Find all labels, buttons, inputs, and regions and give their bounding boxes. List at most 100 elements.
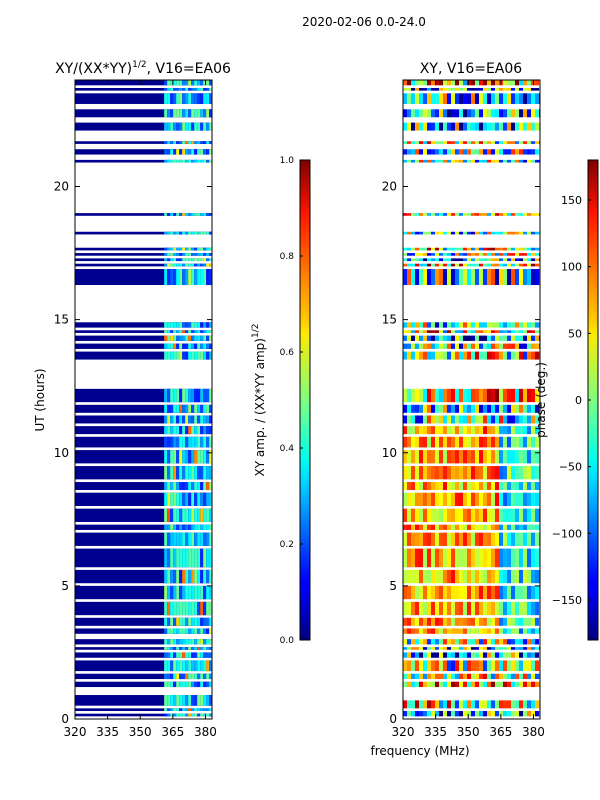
heatmap-cell — [491, 253, 495, 256]
heatmap-cell — [467, 388, 471, 403]
heatmap-cell — [455, 231, 459, 235]
heatmap-cell — [403, 93, 407, 104]
heatmap-cell — [206, 436, 210, 448]
heatmap-cell — [523, 548, 527, 568]
heatmap-cell — [197, 532, 201, 546]
heatmap-cell — [200, 647, 204, 650]
heatmap-cell — [185, 149, 189, 155]
heatmap-cell — [443, 426, 447, 435]
heatmap-cell — [203, 482, 207, 491]
heatmap-cell — [519, 404, 523, 413]
heatmap-cell — [447, 639, 451, 645]
heatmap-cell — [535, 80, 539, 86]
heatmap-cell — [459, 524, 463, 530]
heatmap-cell — [511, 585, 515, 600]
heatmap-cell — [185, 492, 189, 506]
heatmap-cell — [191, 673, 195, 680]
heatmap-cell — [463, 247, 467, 251]
heatmap-cell — [455, 450, 459, 464]
heatmap-cell — [535, 700, 539, 709]
heatmap-cell — [523, 569, 527, 584]
heatmap-cell — [463, 466, 467, 480]
heatmap-cell — [435, 213, 439, 216]
heatmap-cell — [535, 351, 539, 360]
heatmap-cell — [209, 617, 212, 626]
heatmap-cell — [164, 122, 168, 131]
heatmap-cell — [173, 482, 177, 491]
heatmap-cell — [459, 149, 463, 155]
heatmap-cell — [479, 269, 483, 286]
heatmap-row — [75, 322, 212, 328]
heatmap-cell — [499, 122, 503, 131]
heatmap-cell — [515, 639, 519, 645]
heatmap-cell — [475, 482, 479, 491]
heatmap-cell — [415, 628, 419, 634]
heatmap-cell — [483, 80, 487, 86]
heatmap-cell — [523, 711, 527, 717]
heatmap-cell — [200, 436, 204, 448]
heatmap-cell — [188, 122, 192, 131]
heatmap-cell — [479, 647, 483, 650]
heatmap-row — [75, 652, 212, 658]
heatmap-row — [75, 436, 212, 448]
heatmap-cell — [407, 263, 411, 267]
heatmap-cell — [439, 343, 443, 349]
heatmap-cell — [491, 322, 495, 328]
heatmap-cell — [407, 93, 411, 104]
amp-ratio-title: XY/(XX*YY)1/2, V16=EA06 — [55, 60, 231, 77]
heatmap-cell — [451, 415, 455, 424]
heatmap-cell — [443, 404, 447, 413]
heatmap-cell — [170, 404, 174, 413]
heatmap-cell — [535, 660, 539, 672]
heatmap-cell — [415, 343, 419, 349]
heatmap-cell — [431, 652, 435, 658]
heatmap-cell — [535, 388, 539, 403]
heatmap-cell — [467, 450, 471, 464]
heatmap-cell — [511, 700, 515, 709]
heatmap-cell — [415, 647, 419, 650]
heatmap-cell — [487, 601, 491, 616]
heatmap-cell — [483, 647, 487, 650]
heatmap-cell — [188, 258, 192, 262]
heatmap-cell — [179, 263, 183, 267]
heatmap-cell — [443, 524, 447, 530]
heatmap-cell — [447, 404, 451, 413]
heatmap-cell — [182, 415, 186, 424]
heatmap-cell — [459, 247, 463, 251]
heatmap-cell — [185, 335, 189, 341]
heatmap-cell — [491, 122, 495, 131]
heatmap-cell — [431, 213, 435, 216]
heatmap-cell — [459, 532, 463, 546]
heatmap-cell — [170, 639, 174, 645]
heatmap-cell — [431, 548, 435, 568]
heatmap-cell — [427, 87, 431, 91]
heatmap-row — [75, 253, 212, 256]
heatmap-cell — [535, 524, 539, 530]
heatmap-cell — [197, 87, 201, 91]
heatmap-cell — [200, 404, 204, 413]
heatmap-cell — [206, 548, 210, 568]
heatmap-cell — [182, 330, 186, 333]
heatmap-cell — [443, 159, 447, 163]
heatmap-cell — [206, 388, 210, 403]
heatmap-cell — [443, 647, 447, 650]
heatmap-cell — [411, 673, 415, 680]
heatmap-cell — [173, 253, 177, 256]
heatmap-cell — [463, 263, 467, 267]
heatmap-cell — [194, 695, 198, 706]
heatmap-cell — [423, 231, 427, 235]
heatmap-cell — [475, 80, 479, 86]
heatmap-cell — [407, 652, 411, 658]
heatmap-cell — [479, 415, 483, 424]
heatmap-cell — [403, 647, 407, 650]
heatmap-cell — [535, 617, 539, 626]
heatmap-cell — [531, 647, 535, 650]
heatmap-cell — [197, 213, 201, 216]
heatmap-cell — [479, 617, 483, 626]
heatmap-cell — [495, 711, 499, 717]
heatmap-cell — [471, 660, 475, 672]
heatmap-cell — [455, 80, 459, 86]
heatmap-cell — [519, 231, 523, 235]
heatmap-cell — [471, 388, 475, 403]
heatmap-cell — [209, 524, 212, 530]
